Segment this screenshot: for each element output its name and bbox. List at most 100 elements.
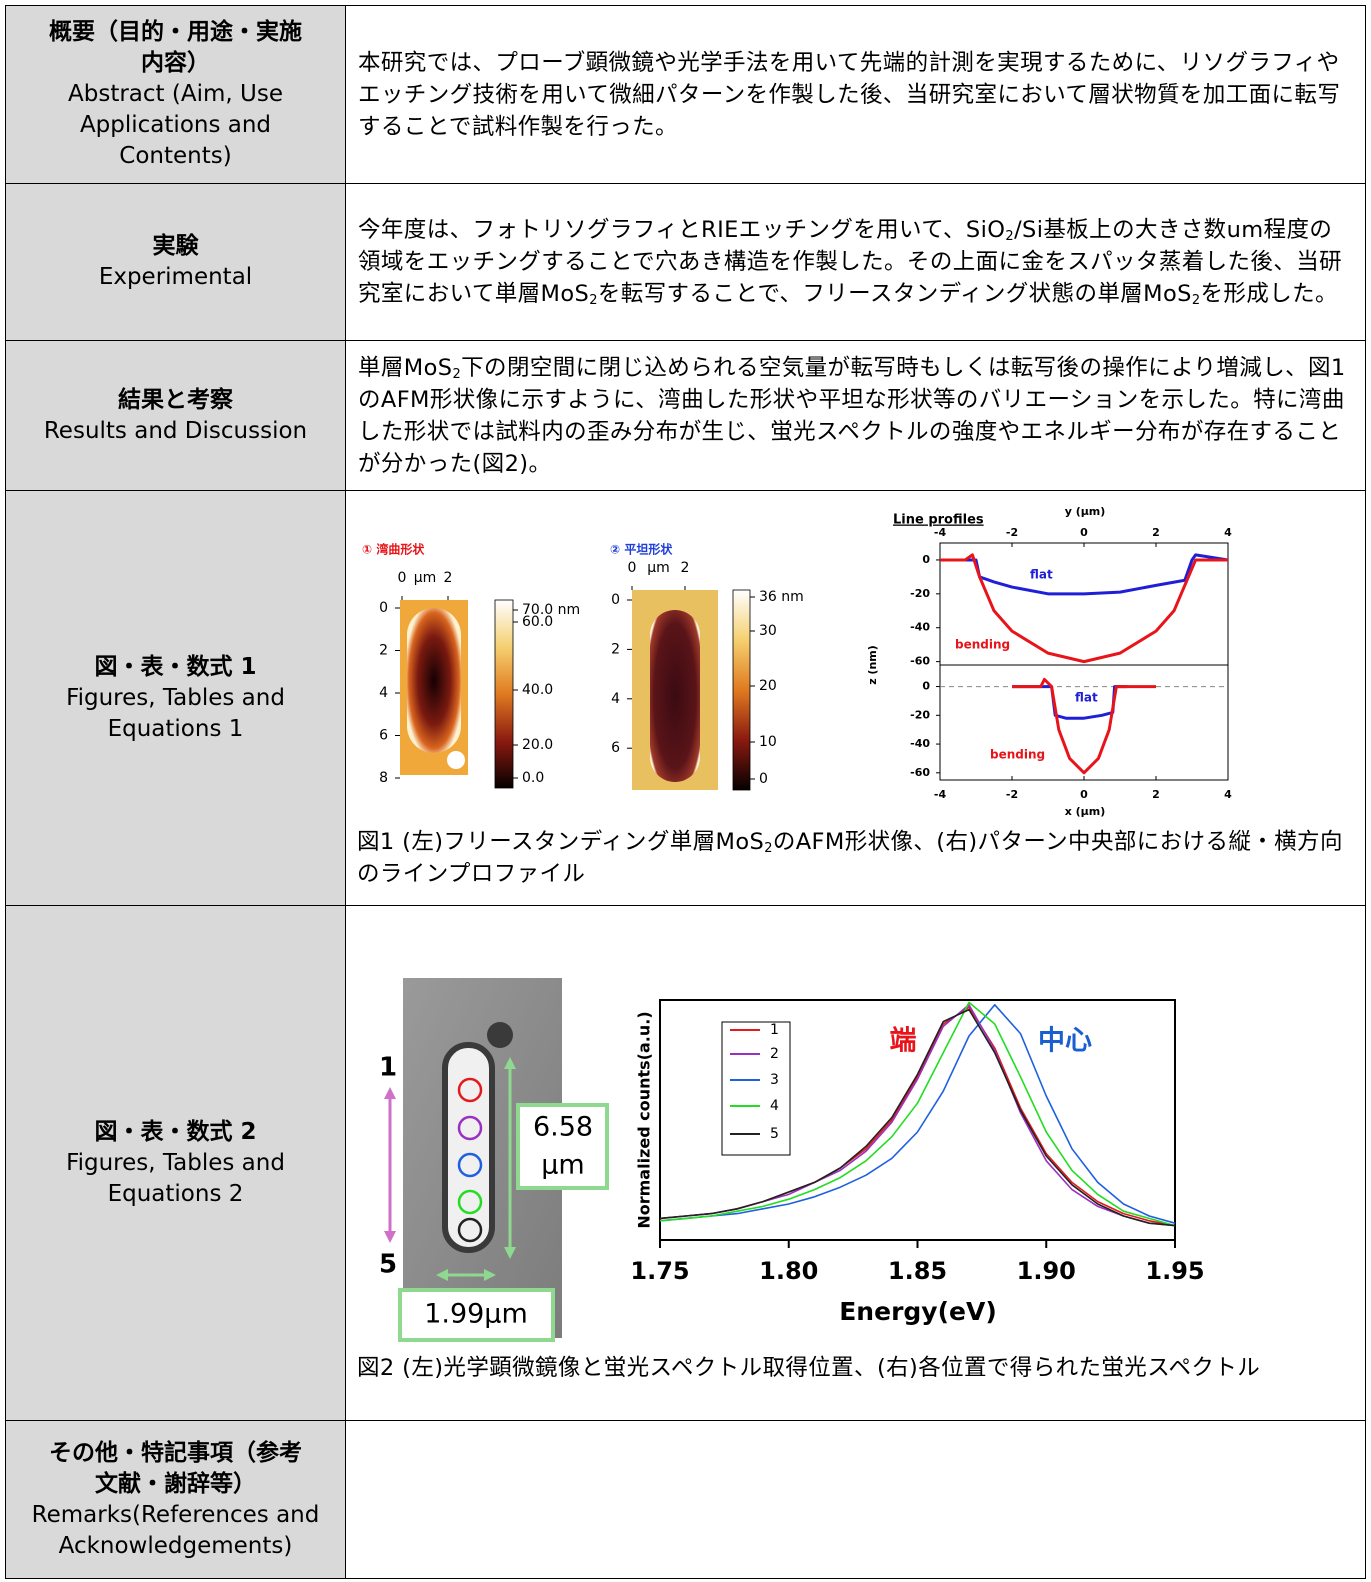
x-tick-label: 1.75 [630,1257,689,1285]
profile-label: bending [955,638,1010,652]
position-label: 1 [379,1053,397,1083]
x-unit: µm [647,560,670,576]
label-en: Equations 2 [108,1179,244,1210]
length-label: μm [541,1150,584,1181]
width-label: 1.99μm [424,1299,528,1330]
profile-line [1012,687,1127,719]
legend-label: 1 [770,1022,779,1038]
text-segment: 図1 (左)フリースタンディング単層MoS [357,829,764,855]
figure-caption: 図1 (左)フリースタンディング単層MoS2のAFM形状像、(右)パターン中央部… [357,826,1357,890]
afm-particle [447,751,465,769]
subscript: 2 [764,841,773,856]
bottom-tick-label: 4 [1224,788,1232,801]
row-content-cell: 今年度は、フォトリソグラフィとRIEエッチングを用いて、SiO2/Si基板上の大… [345,183,1366,341]
x-tick-label: 1.95 [1145,1257,1204,1285]
bottom-tick-label: -4 [934,788,947,801]
profile-label: flat [1075,691,1098,705]
x-tick-label: 0 [398,570,407,586]
paragraph: 今年度は、フォトリソグラフィとRIEエッチングを用いて、SiO2/Si基板上の大… [358,214,1353,310]
colorbar [733,590,750,790]
legend-box [722,1022,790,1155]
profile-panel [940,665,1228,780]
row-content-cell: 単層MoS2下の閉空間に閉じ込められる空気量が転写時もしくは転写後の操作により増… [345,340,1366,491]
length-label: 6.58 [533,1112,593,1143]
label-en: Equations 1 [108,714,244,745]
bottom-axis-label: x (µm) [1065,805,1106,818]
top-tick-label: -2 [1006,526,1018,539]
top-axis-label: y (µm) [1065,505,1106,518]
x-unit: µm [414,570,437,586]
afm-title: ① 湾曲形状 [362,542,425,557]
y-tick-label: 2 [611,641,620,657]
legend-label: 5 [770,1126,779,1142]
label-ja: 実験 [153,231,199,262]
figure-caption: 図2 (左)光学顕微鏡像と蛍光スペクトル取得位置、(右)各位置で得られた蛍光スペ… [357,1352,1357,1384]
z-tick-label: 0 [922,680,930,693]
legend-label: 4 [770,1098,779,1114]
text-segment: を転写することで、フリースタンディング状態の単層MoS [598,281,1192,307]
colorbar-label: 60.0 [522,614,553,630]
label-en: Acknowledgements) [59,1531,293,1562]
subscript: 2 [1192,293,1201,308]
micrograph-particle [487,1022,513,1048]
paragraph: 単層MoS2下の閉空間に閉じ込められる空気量が転写時もしくは転写後の操作により増… [358,352,1353,480]
text-segment: 下の閉空間に閉じ込められる空気量が転写時もしくは転写後の操作により増減し、図1の… [358,355,1346,477]
label-en: Experimental [99,262,252,293]
top-tick-label: 4 [1224,526,1232,539]
colorbar-label: 40.0 [522,682,553,698]
colorbar-label: 0.0 [522,770,544,786]
profile-label: bending [990,748,1045,762]
y-tick-label: 2 [379,643,388,659]
bottom-tick-label: -2 [1006,788,1018,801]
z-tick-label: -60 [910,655,930,668]
label-en: Figures, Tables and [66,1148,285,1179]
label-en: Results and Discussion [44,416,307,447]
colorbar-label: 20 [759,678,777,694]
y-tick-label: 0 [611,592,620,608]
top-tick-label: 0 [1080,526,1088,539]
top-tick-label: -4 [934,526,947,539]
x-tick-label: 1.85 [888,1257,947,1285]
text-segment: 単層MoS [358,355,452,381]
text-segment: 今年度は、フォトリソグラフィとRIEエッチングを用いて、SiO [358,217,1005,243]
label-ja: 結果と考察 [118,385,233,416]
y-tick-label: 8 [379,770,388,786]
y-tick-label: 6 [611,740,620,756]
y-tick-label: 0 [379,600,388,616]
z-tick-label: 0 [922,553,930,566]
text-segment: 本研究では、プローブ顕微鏡や光学手法を用いて先端的計測を実現するために、リソグラ… [358,50,1340,140]
y-tick-label: 4 [611,691,620,707]
x-tick-label: 1.90 [1017,1257,1076,1285]
label-ja: 図・表・数式 2 [94,1117,256,1148]
colorbar-label: 30 [759,623,777,639]
profile-label: flat [1030,568,1053,582]
label-en: Contents) [119,141,231,172]
bottom-tick-label: 2 [1152,788,1160,801]
y-tick-label: 6 [379,728,388,744]
label-en: Applications and [80,110,271,141]
afm-pattern [407,608,461,753]
colorbar-label: 36 nm [759,589,804,605]
x-axis-label: Energy(eV) [839,1297,997,1326]
annotation: 端 [890,1026,917,1057]
figure-2: 156.58μm1.99μm1.751.801.851.901.95Energy… [350,905,1360,1350]
x-tick-label: 2 [444,570,453,586]
page: 概要（目的・用途・実施内容）Abstract (Aim, UseApplicat… [0,0,1371,1582]
x-tick-label: 0 [628,560,637,576]
row-label-cell: その他・特記事項（参考文献・謝辞等）Remarks(References and… [5,1420,346,1579]
label-ja: 概要（目的・用途・実施 [49,17,302,48]
legend-label: 2 [770,1046,779,1062]
subscript: 2 [589,293,598,308]
colorbar-label: 20.0 [522,737,553,753]
text-segment: 図2 (左)光学顕微鏡像と蛍光スペクトル取得位置、(右)各位置で得られた蛍光スペ… [357,1355,1260,1381]
z-tick-label: -40 [910,621,930,634]
y-axis-label: Normalized counts(a.u.) [635,1011,654,1228]
row-content-cell [345,1420,1366,1579]
z-axis-label: z (nm) [866,645,879,685]
top-tick-label: 2 [1152,526,1160,539]
z-tick-label: -60 [910,766,930,779]
